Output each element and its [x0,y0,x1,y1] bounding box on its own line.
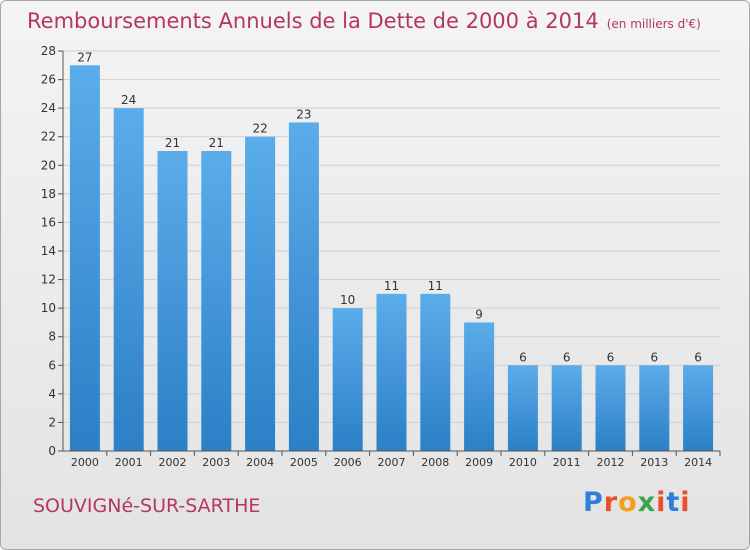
bar-2014 [683,365,714,451]
bar-2002 [157,151,188,451]
logo-letter: P [583,487,604,518]
value-label-2008: 11 [428,279,443,293]
logo-letter: t [666,487,681,518]
value-label-2007: 11 [384,279,399,293]
x-tick-label-2014: 2014 [684,456,712,469]
chart-title: Remboursements Annuels de la Dette de 20… [27,9,701,33]
x-tick-label-2007: 2007 [378,456,406,469]
logo-letter: i [680,487,691,518]
bar-2010 [507,365,538,451]
bars [69,65,714,452]
value-label-2005: 23 [296,107,311,121]
bar-2001 [113,108,144,452]
value-label-2014: 6 [694,350,702,364]
value-label-2011: 6 [563,350,571,364]
logo-letter: x [637,487,657,518]
y-tick-label: 24 [41,101,56,115]
value-label-2003: 21 [209,136,224,150]
value-label-2002: 21 [165,136,180,150]
bar-2000 [69,65,100,452]
bar-2008 [420,293,451,451]
bar-2013 [639,365,670,451]
bar-2012 [595,365,626,451]
value-label-2006: 10 [340,293,355,307]
value-label-2009: 9 [475,307,483,321]
value-label-2013: 6 [650,350,658,364]
y-tick-label: 10 [41,301,56,315]
y-tick-label: 20 [41,158,56,172]
logo-letter: r [603,487,619,518]
x-tick-label-2006: 2006 [334,456,362,469]
x-tick-label-2004: 2004 [246,456,274,469]
chart-subtitle: (en milliers d'€) [606,17,701,31]
bar-2005 [288,122,319,451]
y-tick-label: 2 [48,415,56,429]
x-tick-label-2012: 2012 [597,456,625,469]
y-tick-label: 26 [41,73,56,87]
x-tick-label-2000: 2000 [71,456,99,469]
value-label-2000: 27 [77,50,92,64]
chart-title-text: Remboursements Annuels de la Dette de 20… [27,9,599,33]
x-tick-label-2002: 2002 [159,456,187,469]
bar-2007 [376,293,407,451]
bar-2003 [201,151,232,451]
y-tick-label: 0 [48,444,56,458]
y-tick-label: 22 [41,130,56,144]
bar-2006 [332,308,363,451]
y-tick-label: 28 [41,44,56,58]
x-tick-label-2011: 2011 [553,456,581,469]
x-tick-label-2003: 2003 [202,456,230,469]
logo-letter: i [656,487,667,518]
x-tick-label-2010: 2010 [509,456,537,469]
proxiti-logo: Proxiti [583,487,691,518]
x-tick-label-2005: 2005 [290,456,318,469]
value-label-2001: 24 [121,93,136,107]
bar-2004 [245,136,276,451]
y-tick-label: 14 [41,244,56,258]
value-label-2010: 6 [519,350,527,364]
y-tick-label: 4 [48,387,56,401]
x-tick-label-2013: 2013 [640,456,668,469]
y-tick-label: 8 [48,330,56,344]
y-tick-label: 12 [41,273,56,287]
bar-2011 [551,365,582,451]
bar-2009 [464,322,495,451]
axes [58,50,721,456]
y-tick-label: 18 [41,187,56,201]
value-label-2012: 6 [607,350,615,364]
y-tick-label: 16 [41,215,56,229]
commune-name: SOUVIGNé-SUR-SARTHE [33,495,261,517]
x-tick-label-2001: 2001 [115,456,143,469]
x-tick-label-2009: 2009 [465,456,493,469]
x-tick-label-2008: 2008 [421,456,449,469]
y-tick-label: 6 [48,358,56,372]
logo-letter: o [618,487,638,518]
value-label-2004: 22 [252,122,267,136]
